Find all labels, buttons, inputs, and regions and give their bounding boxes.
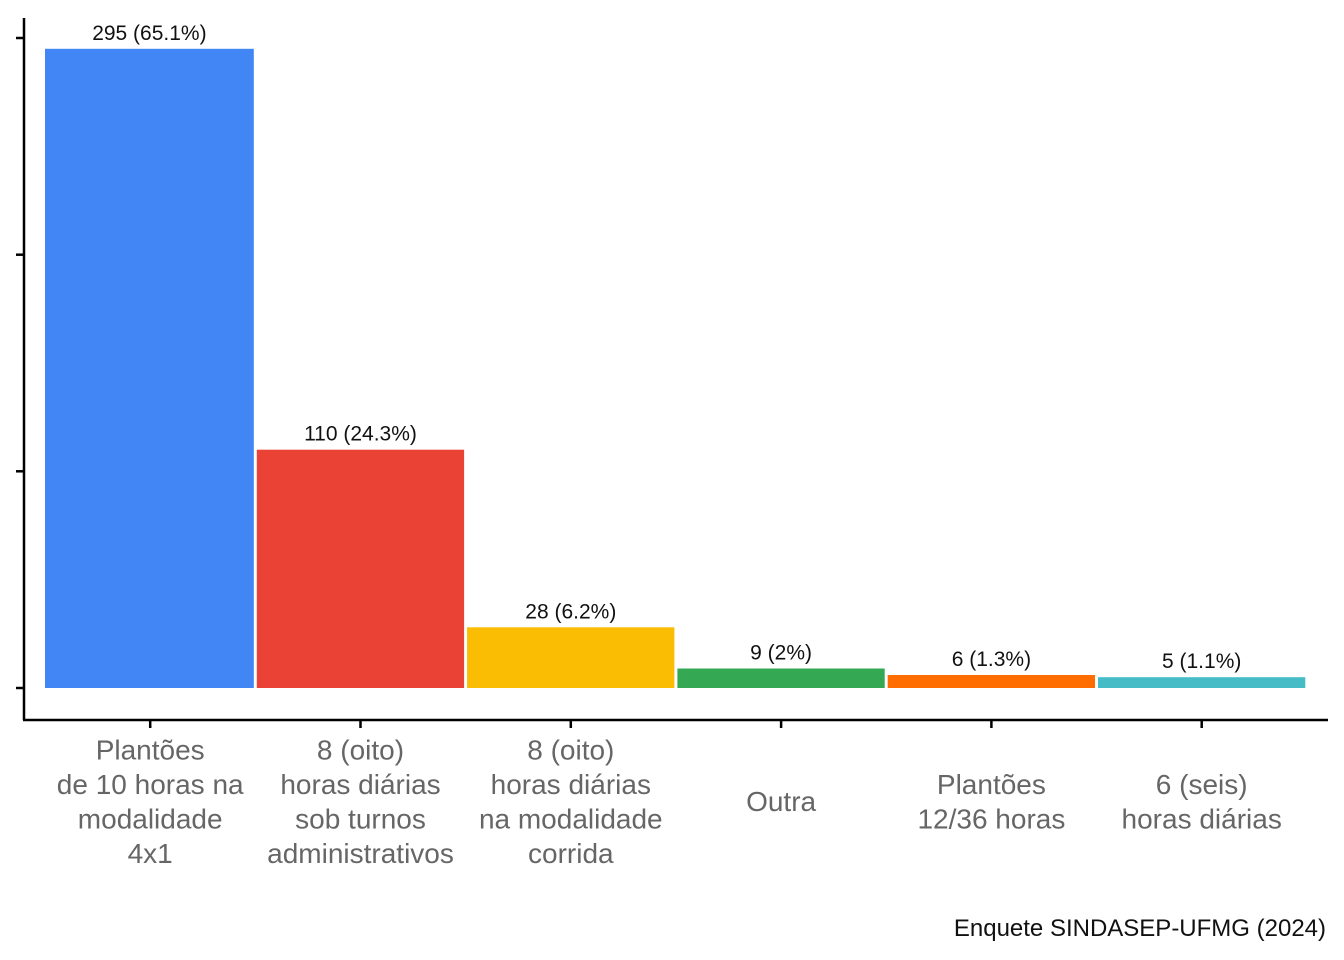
axes-group [16,18,1328,728]
data-label-5: 5 (1.1%) [1162,650,1241,673]
x-tick-label-3: Outra [746,786,816,817]
bar-5 [1098,677,1306,688]
bar-1 [256,449,465,688]
data-label-0: 295 (65.1%) [92,22,206,45]
bar-0 [45,48,254,689]
x-tick-label-5: 6 (seis) horas diárias [1122,769,1282,835]
bars-group [45,48,1306,689]
bar-4 [887,675,1095,688]
x-tick-label-0: Plantões de 10 horas na modalidade 4x1 [57,734,244,869]
source-caption: Enquete SINDASEP-UFMG (2024) [953,915,1326,942]
x-tick-label-1: 8 (oito) horas diárias sob turnos administr… [267,734,454,869]
bar-2 [467,627,675,688]
data-label-1: 110 (24.3%) [304,423,417,446]
data-label-3: 9 (2%) [750,642,812,665]
x-tick-label-2: 8 (oito) horas diárias na modalidade corrid… [479,734,663,869]
bar-labels-group: 295 (65.1%) 110 (24.3%) 28 (6.2%) 9 (2%) 6 (… [92,22,1241,673]
data-label-2: 28 (6.2%) [525,600,616,623]
bar-3 [677,668,885,688]
data-label-4: 6 (1.3%) [952,648,1031,671]
x-tick-label-4: Plantões 12/36 horas [917,769,1065,835]
